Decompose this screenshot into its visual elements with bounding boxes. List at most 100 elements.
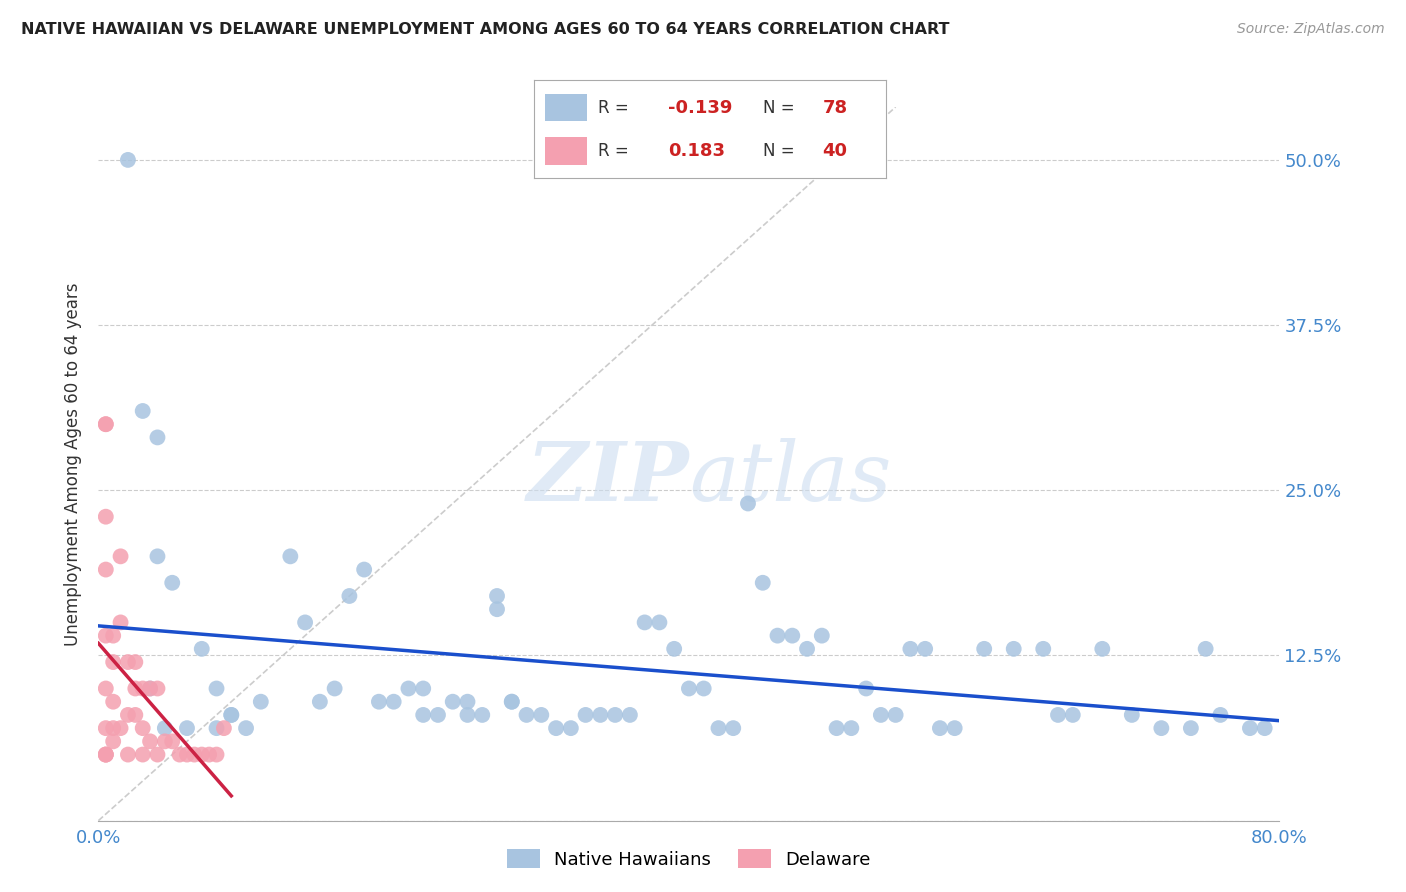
Point	[841, 721, 863, 735]
Point	[117, 655, 139, 669]
Legend: Native Hawaiians, Delaware: Native Hawaiians, Delaware	[501, 842, 877, 876]
Point	[205, 747, 228, 762]
Y-axis label: Unemployment Among Ages 60 to 64 years: Unemployment Among Ages 60 to 64 years	[65, 282, 83, 646]
Point	[560, 721, 582, 735]
Point	[751, 575, 773, 590]
Point	[103, 629, 125, 643]
Point	[869, 707, 891, 722]
Point	[198, 747, 221, 762]
Point	[153, 734, 176, 748]
Point	[1002, 641, 1025, 656]
Point	[117, 747, 139, 762]
Point	[176, 721, 198, 735]
Point	[94, 509, 117, 524]
Point	[110, 615, 132, 630]
Point	[928, 721, 950, 735]
Point	[471, 707, 494, 722]
Point	[103, 734, 125, 748]
Point	[103, 721, 125, 735]
Point	[132, 681, 155, 696]
Point	[353, 563, 375, 577]
Point	[546, 721, 568, 735]
Point	[212, 721, 235, 735]
Point	[605, 707, 627, 722]
Point	[515, 707, 537, 722]
Point	[825, 721, 848, 735]
Text: R =: R =	[598, 142, 628, 160]
Point	[294, 615, 316, 630]
Point	[219, 707, 242, 722]
Point	[94, 563, 117, 577]
Point	[501, 695, 523, 709]
Point	[146, 549, 169, 564]
Text: NATIVE HAWAIIAN VS DELAWARE UNEMPLOYMENT AMONG AGES 60 TO 64 YEARS CORRELATION C: NATIVE HAWAIIAN VS DELAWARE UNEMPLOYMENT…	[21, 22, 949, 37]
Point	[900, 641, 922, 656]
Point	[339, 589, 360, 603]
Point	[139, 734, 162, 748]
Point	[153, 721, 176, 735]
Point	[309, 695, 332, 709]
Point	[191, 747, 214, 762]
Point	[124, 655, 146, 669]
Point	[396, 681, 419, 696]
Point	[1062, 707, 1084, 722]
Point	[1254, 721, 1277, 735]
Point	[132, 404, 155, 418]
Point	[235, 721, 257, 735]
Point	[486, 602, 509, 616]
Text: 40: 40	[823, 142, 848, 160]
Text: 78: 78	[823, 99, 848, 117]
Point	[664, 641, 686, 656]
Point	[693, 681, 716, 696]
Point	[110, 549, 132, 564]
Point	[914, 641, 936, 656]
Point	[501, 695, 523, 709]
Point	[766, 629, 789, 643]
Point	[456, 695, 478, 709]
Point	[1091, 641, 1114, 656]
Point	[94, 417, 117, 432]
Point	[162, 734, 183, 748]
Point	[146, 747, 169, 762]
Point	[723, 721, 745, 735]
Point	[737, 496, 759, 510]
Point	[1239, 721, 1261, 735]
Text: R =: R =	[598, 99, 628, 117]
FancyBboxPatch shape	[544, 137, 588, 165]
Text: N =: N =	[762, 99, 794, 117]
Point	[589, 707, 612, 722]
Point	[574, 707, 596, 722]
Point	[441, 695, 464, 709]
Point	[633, 615, 655, 630]
Point	[412, 707, 434, 722]
Point	[884, 707, 907, 722]
Point	[796, 641, 818, 656]
Point	[278, 549, 302, 564]
Point	[619, 707, 641, 722]
Point	[146, 681, 169, 696]
Point	[486, 589, 509, 603]
Point	[973, 641, 995, 656]
Text: Source: ZipAtlas.com: Source: ZipAtlas.com	[1237, 22, 1385, 37]
Point	[183, 747, 205, 762]
Point	[1046, 707, 1069, 722]
Point	[94, 681, 117, 696]
FancyBboxPatch shape	[544, 94, 588, 121]
Point	[94, 747, 117, 762]
Point	[382, 695, 405, 709]
Point	[1195, 641, 1218, 656]
Point	[782, 629, 804, 643]
Point	[456, 707, 478, 722]
Point	[412, 681, 434, 696]
Text: atlas: atlas	[689, 438, 891, 518]
Point	[943, 721, 966, 735]
Text: -0.139: -0.139	[668, 99, 733, 117]
Point	[648, 615, 671, 630]
Point	[250, 695, 273, 709]
Point	[132, 721, 155, 735]
Point	[368, 695, 391, 709]
Text: N =: N =	[762, 142, 794, 160]
Point	[1180, 721, 1202, 735]
Point	[810, 629, 832, 643]
Point	[191, 641, 214, 656]
